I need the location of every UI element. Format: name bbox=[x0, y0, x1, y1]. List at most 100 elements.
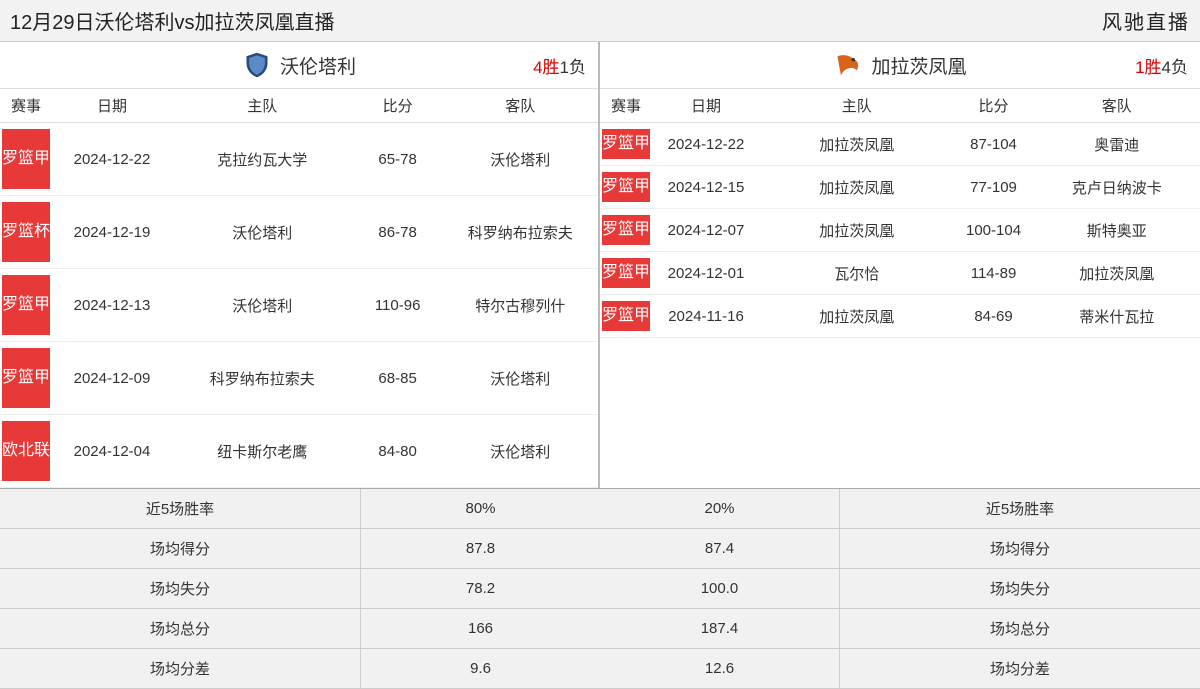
competition-tag: 罗篮甲 bbox=[602, 129, 650, 159]
competition-tag: 罗篮甲 bbox=[602, 301, 650, 331]
cell-home: 沃伦塔利 bbox=[172, 196, 353, 268]
cell-comp: 罗篮杯 bbox=[0, 196, 52, 268]
stats-label: 近5场胜率 bbox=[0, 489, 360, 528]
stats-label: 场均总分 bbox=[0, 609, 360, 648]
stats-row-winrate: 20%近5场胜率 bbox=[600, 489, 1200, 529]
cell-away: 沃伦塔利 bbox=[443, 342, 598, 414]
table-row: 罗篮甲2024-12-22加拉茨凤凰87-104奥雷迪 bbox=[600, 123, 1200, 166]
col-date: 日期 bbox=[652, 89, 760, 122]
stats-label: 场均得分 bbox=[840, 529, 1200, 568]
col-away: 客队 bbox=[1034, 89, 1200, 122]
stats-value: 187.4 bbox=[600, 609, 840, 648]
cell-away: 斯特奥亚 bbox=[1034, 209, 1200, 251]
left-team-record: 4胜1负 bbox=[533, 53, 586, 78]
col-comp: 赛事 bbox=[0, 89, 52, 122]
stats-row-opp-ppg: 100.0场均失分 bbox=[600, 569, 1200, 609]
table-row: 罗篮甲2024-12-13沃伦塔利110-96特尔古穆列什 bbox=[0, 269, 598, 342]
competition-tag: 罗篮甲 bbox=[2, 275, 50, 335]
cell-home: 科罗纳布拉索夫 bbox=[172, 342, 353, 414]
cell-away: 克卢日纳波卡 bbox=[1034, 166, 1200, 208]
cell-home: 加拉茨凤凰 bbox=[760, 123, 954, 165]
col-score: 比分 bbox=[954, 89, 1034, 122]
right-team-record: 1胜4负 bbox=[1135, 53, 1188, 78]
cell-home: 沃伦塔利 bbox=[172, 269, 353, 341]
stats-row-total: 场均总分166 bbox=[0, 609, 600, 649]
table-row: 罗篮甲2024-11-16加拉茨凤凰84-69蒂米什瓦拉 bbox=[600, 295, 1200, 338]
competition-tag: 罗篮甲 bbox=[602, 258, 650, 288]
cell-away: 加拉茨凤凰 bbox=[1034, 252, 1200, 294]
stats-label: 近5场胜率 bbox=[840, 489, 1200, 528]
stats-label: 场均分差 bbox=[0, 649, 360, 688]
stats-value: 87.8 bbox=[360, 529, 600, 568]
left-losses: 1负 bbox=[560, 58, 586, 77]
stats-value: 78.2 bbox=[360, 569, 600, 608]
cell-comp: 罗篮甲 bbox=[0, 342, 52, 414]
right-wins: 1胜 bbox=[1135, 58, 1161, 77]
shield-icon bbox=[242, 50, 272, 80]
cell-home: 瓦尔恰 bbox=[760, 252, 954, 294]
cell-score: 86-78 bbox=[353, 196, 443, 268]
cell-date: 2024-11-16 bbox=[652, 295, 760, 337]
col-home: 主队 bbox=[172, 89, 353, 122]
competition-tag: 罗篮甲 bbox=[2, 129, 50, 189]
cell-score: 77-109 bbox=[954, 166, 1034, 208]
stats-area: 近5场胜率80% 场均得分87.8 场均失分78.2 场均总分166 场均分差9… bbox=[0, 488, 1200, 689]
right-match-table: 赛事 日期 主队 比分 客队 罗篮甲2024-12-22加拉茨凤凰87-104奥… bbox=[600, 89, 1200, 338]
cell-score: 68-85 bbox=[353, 342, 443, 414]
col-comp: 赛事 bbox=[600, 89, 652, 122]
stats-row-ppg: 87.4场均得分 bbox=[600, 529, 1200, 569]
competition-tag: 罗篮杯 bbox=[2, 202, 50, 262]
stats-value: 166 bbox=[360, 609, 600, 648]
cell-away: 科罗纳布拉索夫 bbox=[443, 196, 598, 268]
table-row: 欧北联2024-12-04纽卡斯尔老鹰84-80沃伦塔利 bbox=[0, 415, 598, 488]
competition-tag: 欧北联 bbox=[2, 421, 50, 481]
cell-comp: 罗篮甲 bbox=[600, 123, 652, 165]
table-header: 赛事 日期 主队 比分 客队 bbox=[0, 89, 598, 123]
right-losses: 4负 bbox=[1162, 58, 1188, 77]
main-content: 沃伦塔利 4胜1负 赛事 日期 主队 比分 客队 罗篮甲2024-12-22克拉… bbox=[0, 42, 1200, 488]
stats-row-opp-ppg: 场均失分78.2 bbox=[0, 569, 600, 609]
stats-value: 80% bbox=[360, 489, 600, 528]
stats-label: 场均失分 bbox=[840, 569, 1200, 608]
cell-home: 克拉约瓦大学 bbox=[172, 123, 353, 195]
cell-date: 2024-12-04 bbox=[52, 415, 172, 487]
col-home: 主队 bbox=[760, 89, 954, 122]
cell-score: 114-89 bbox=[954, 252, 1034, 294]
left-panel: 沃伦塔利 4胜1负 赛事 日期 主队 比分 客队 罗篮甲2024-12-22克拉… bbox=[0, 42, 600, 488]
table-row: 罗篮甲2024-12-01瓦尔恰114-89加拉茨凤凰 bbox=[600, 252, 1200, 295]
stats-value: 20% bbox=[600, 489, 840, 528]
cell-comp: 罗篮甲 bbox=[600, 166, 652, 208]
competition-tag: 罗篮甲 bbox=[602, 172, 650, 202]
cell-date: 2024-12-19 bbox=[52, 196, 172, 268]
cell-comp: 罗篮甲 bbox=[0, 123, 52, 195]
cell-date: 2024-12-22 bbox=[652, 123, 760, 165]
cell-date: 2024-12-09 bbox=[52, 342, 172, 414]
cell-date: 2024-12-22 bbox=[52, 123, 172, 195]
col-away: 客队 bbox=[443, 89, 598, 122]
stats-label: 场均分差 bbox=[840, 649, 1200, 688]
stats-value: 100.0 bbox=[600, 569, 840, 608]
stats-row-ppg: 场均得分87.8 bbox=[0, 529, 600, 569]
col-score: 比分 bbox=[353, 89, 443, 122]
table-row: 罗篮甲2024-12-22克拉约瓦大学65-78沃伦塔利 bbox=[0, 123, 598, 196]
table-row: 罗篮甲2024-12-15加拉茨凤凰77-109克卢日纳波卡 bbox=[600, 166, 1200, 209]
cell-away: 蒂米什瓦拉 bbox=[1034, 295, 1200, 337]
table-row: 罗篮甲2024-12-07加拉茨凤凰100-104斯特奥亚 bbox=[600, 209, 1200, 252]
stats-row-diff: 12.6场均分差 bbox=[600, 649, 1200, 689]
cell-score: 84-69 bbox=[954, 295, 1034, 337]
cell-score: 110-96 bbox=[353, 269, 443, 341]
cell-comp: 罗篮甲 bbox=[0, 269, 52, 341]
left-wins: 4胜 bbox=[533, 58, 559, 77]
stats-value: 9.6 bbox=[360, 649, 600, 688]
right-team-header: 加拉茨凤凰 1胜4负 bbox=[600, 42, 1200, 89]
cell-comp: 罗篮甲 bbox=[600, 295, 652, 337]
cell-away: 沃伦塔利 bbox=[443, 123, 598, 195]
competition-tag: 罗篮甲 bbox=[602, 215, 650, 245]
stats-row-winrate: 近5场胜率80% bbox=[0, 489, 600, 529]
cell-score: 65-78 bbox=[353, 123, 443, 195]
cell-comp: 罗篮甲 bbox=[600, 252, 652, 294]
stats-label: 场均失分 bbox=[0, 569, 360, 608]
competition-tag: 罗篮甲 bbox=[2, 348, 50, 408]
stats-row-total: 187.4场均总分 bbox=[600, 609, 1200, 649]
left-match-table: 赛事 日期 主队 比分 客队 罗篮甲2024-12-22克拉约瓦大学65-78沃… bbox=[0, 89, 598, 488]
